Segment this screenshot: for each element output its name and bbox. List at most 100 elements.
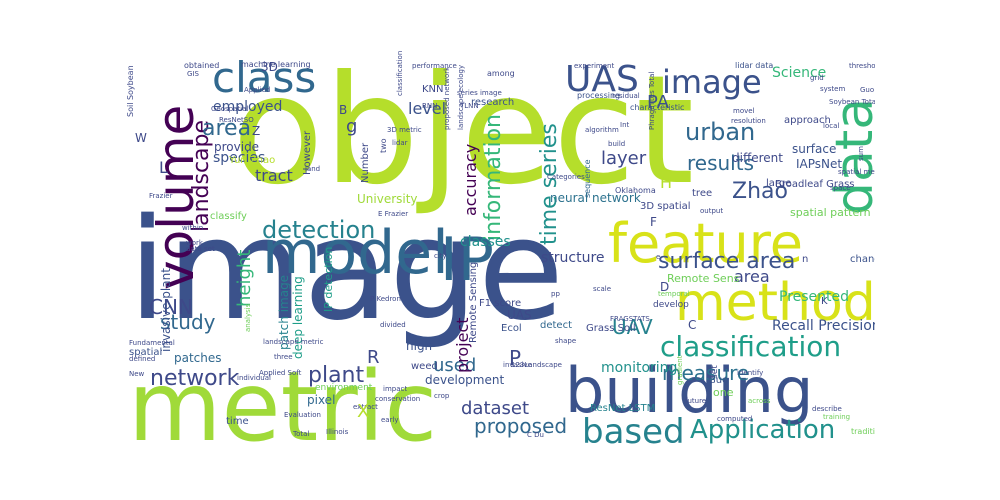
cloud-word: volume [147,105,205,290]
cloud-word: class [212,53,316,102]
cloud-word: temporal [658,290,690,298]
cloud-word: Number [360,142,371,183]
cloud-word: KNN [422,84,444,95]
cloud-word: plant [308,363,365,388]
cloud-word: W [135,131,147,145]
cloud-word: based [582,412,685,452]
cloud-word: 3D metric [387,126,422,134]
cloud-word: system [820,85,845,93]
cloud-word: H [660,173,672,192]
cloud-word: area [734,267,770,286]
cloud-word: layer [601,148,647,169]
cloud-word: B [339,103,347,117]
cloud-word: Z [252,124,260,138]
cloud-word: provide [214,140,259,154]
cloud-word: grid [810,74,824,82]
cloud-word: RNN [422,102,437,110]
cloud-word: develop [653,300,689,310]
cloud-word: Phragmites Total [648,72,656,130]
cloud-word: FRAGSTATS [610,315,650,323]
cloud-word: high [406,339,432,353]
cloud-word: two [379,138,388,153]
cloud-word: Ecol [501,323,522,334]
cloud-word: approach [784,115,831,126]
cloud-word: IAPsNet [796,157,842,171]
cloud-word: IP [440,225,494,295]
cloud-word: traditional [851,427,875,436]
cloud-word: deep learning [291,276,305,359]
cloud-word: pp [551,290,560,298]
cloud-word: P Kedron [370,295,401,303]
cloud-word: employed [213,99,282,115]
cloud-word: model [262,218,449,288]
cloud-word: work [186,239,204,247]
cloud-word: image [128,189,564,352]
cloud-word: characteristic [630,103,684,112]
cloud-word: detection [262,216,375,244]
cloud-word: building [565,354,813,427]
cloud-word: Fundamental [129,339,175,347]
cloud-word: P [509,346,521,370]
cloud-word: Recall Precision [772,318,875,334]
cloud-word: three [274,353,293,361]
cloud-word: time [226,416,249,427]
cloud-word: scale [593,285,611,293]
cloud-word: Guo C [860,86,875,94]
cloud-word: PA [647,92,670,113]
cloud-word: Broadleaf Grass [775,179,855,190]
cloud-word: IP detection [322,247,335,312]
cloud-word: University [357,192,418,206]
cloud-word: New [129,370,145,378]
cloud-word: analysis [244,303,252,332]
cloud-word: landscape metric [263,338,324,346]
cloud-word: Categories [547,173,585,181]
cloud-word: results [687,151,754,175]
cloud-word: monitoring [601,360,677,376]
cloud-word: across [748,397,771,405]
cloud-word: change [850,254,875,265]
cloud-word: area [202,116,251,141]
cloud-word: processing [577,91,620,100]
cloud-word: defined [129,355,155,363]
cloud-word: invasive [503,361,532,369]
cloud-word: data set [186,245,215,253]
cloud-word: F1 score [479,298,521,309]
cloud-word: Illinois [326,428,349,436]
cloud-word: UAS [507,308,532,322]
cloud-word: surface area [658,249,795,274]
cloud-word: Int [620,121,630,129]
cloud-word: project [453,317,472,373]
cloud-word: classification [660,330,841,363]
cloud-word: divided [380,321,406,329]
cloud-word: shape [555,337,576,345]
cloud-word: neural network [550,191,641,205]
cloud-word: urban [685,118,755,146]
cloud-word: tree [692,188,712,199]
cloud-word: performance [412,62,457,70]
word-cloud: image object metric building model feature IP m… [125,40,875,460]
cloud-word: extract [353,403,378,411]
cloud-word: local [823,122,839,130]
cloud-word: development [425,373,504,387]
cloud-word: used [433,355,476,376]
cloud-word: 123Landscape [511,361,562,369]
cloud-word: patch image [277,275,291,350]
cloud-word: Frazier [149,192,173,200]
cloud-word: algorithm [585,126,619,134]
cloud-word: detect [540,320,572,331]
cloud-word: 3D [261,60,278,74]
cloud-word: E Frazier [378,210,408,218]
cloud-word: Geospatial [211,105,248,113]
cloud-word: height [234,250,255,307]
cloud-word: Guo [708,375,728,386]
cloud-word: Soybean Total [829,98,875,106]
cloud-word: proposed [474,414,567,438]
cloud-word: g [346,116,357,137]
cloud-word: pixel [307,393,335,407]
cloud-word: landscape ecology [457,65,465,130]
cloud-word: C Du [527,431,544,439]
cloud-word: Application [690,415,835,445]
cloud-word: Applied Soft [259,369,302,377]
cloud-word: Presented [779,289,849,305]
cloud-word: Grass Soil [586,323,636,334]
